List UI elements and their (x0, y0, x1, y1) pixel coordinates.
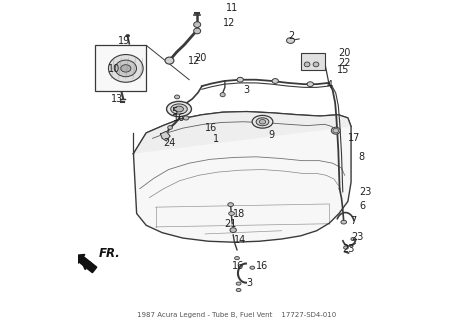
Ellipse shape (304, 62, 310, 67)
Text: 21: 21 (224, 219, 237, 229)
Text: 9: 9 (269, 130, 275, 140)
Text: 23: 23 (360, 187, 372, 197)
Text: 15: 15 (337, 65, 350, 75)
Ellipse shape (307, 82, 313, 87)
Ellipse shape (126, 35, 129, 37)
Text: 23: 23 (342, 244, 355, 253)
Text: 7: 7 (350, 216, 356, 226)
Ellipse shape (344, 246, 348, 249)
Text: 16: 16 (205, 123, 218, 133)
Ellipse shape (166, 101, 191, 117)
Polygon shape (134, 112, 351, 154)
Polygon shape (134, 112, 351, 242)
Text: 1: 1 (213, 134, 219, 144)
Ellipse shape (331, 127, 340, 134)
Ellipse shape (287, 38, 294, 44)
Text: 16: 16 (256, 261, 268, 271)
Text: 20: 20 (194, 53, 206, 63)
Text: 24: 24 (164, 139, 176, 148)
Text: 13: 13 (111, 94, 123, 104)
Ellipse shape (121, 65, 131, 72)
Text: 12: 12 (223, 18, 235, 28)
Text: 10: 10 (108, 64, 120, 74)
Ellipse shape (272, 79, 278, 84)
Ellipse shape (351, 237, 356, 241)
Text: 11: 11 (226, 3, 238, 13)
Polygon shape (161, 131, 170, 141)
Ellipse shape (194, 28, 201, 34)
Text: 1987 Acura Legend - Tube B, Fuel Vent    17727-SD4-010: 1987 Acura Legend - Tube B, Fuel Vent 17… (137, 312, 337, 318)
Text: 14: 14 (234, 235, 246, 245)
Text: FR.: FR. (99, 247, 120, 260)
Ellipse shape (109, 54, 143, 82)
Ellipse shape (220, 92, 225, 97)
Text: 16: 16 (232, 261, 245, 271)
Ellipse shape (174, 95, 180, 99)
Ellipse shape (259, 120, 265, 124)
Ellipse shape (174, 106, 183, 112)
Ellipse shape (333, 128, 338, 133)
Text: 17: 17 (348, 133, 360, 143)
Bar (95, 45, 146, 92)
Ellipse shape (229, 212, 235, 215)
Text: 16: 16 (173, 113, 185, 123)
Ellipse shape (237, 77, 243, 82)
Ellipse shape (235, 257, 239, 260)
Text: 18: 18 (233, 209, 246, 219)
Text: 2: 2 (288, 31, 294, 41)
Bar (301, 52, 325, 70)
Text: 22: 22 (338, 58, 351, 68)
Text: 20: 20 (338, 48, 351, 58)
Ellipse shape (194, 22, 201, 28)
Ellipse shape (256, 118, 269, 126)
Ellipse shape (168, 125, 173, 129)
Text: 8: 8 (358, 152, 364, 162)
Ellipse shape (165, 57, 174, 64)
Text: 19: 19 (118, 36, 130, 45)
Ellipse shape (341, 220, 346, 224)
Text: 6: 6 (360, 201, 366, 211)
Ellipse shape (313, 62, 319, 67)
Ellipse shape (236, 288, 241, 292)
Ellipse shape (230, 228, 237, 233)
Ellipse shape (236, 282, 241, 285)
Text: 3: 3 (243, 85, 249, 95)
Text: 4: 4 (326, 80, 332, 90)
Text: 23: 23 (351, 232, 364, 242)
Text: 5: 5 (172, 107, 178, 117)
Text: 12: 12 (188, 56, 200, 66)
Ellipse shape (183, 116, 189, 120)
Text: 3: 3 (246, 278, 253, 288)
Ellipse shape (115, 60, 137, 77)
Ellipse shape (252, 116, 273, 128)
Ellipse shape (228, 203, 234, 206)
Ellipse shape (250, 266, 255, 269)
FancyArrow shape (76, 254, 97, 273)
Ellipse shape (171, 104, 187, 114)
